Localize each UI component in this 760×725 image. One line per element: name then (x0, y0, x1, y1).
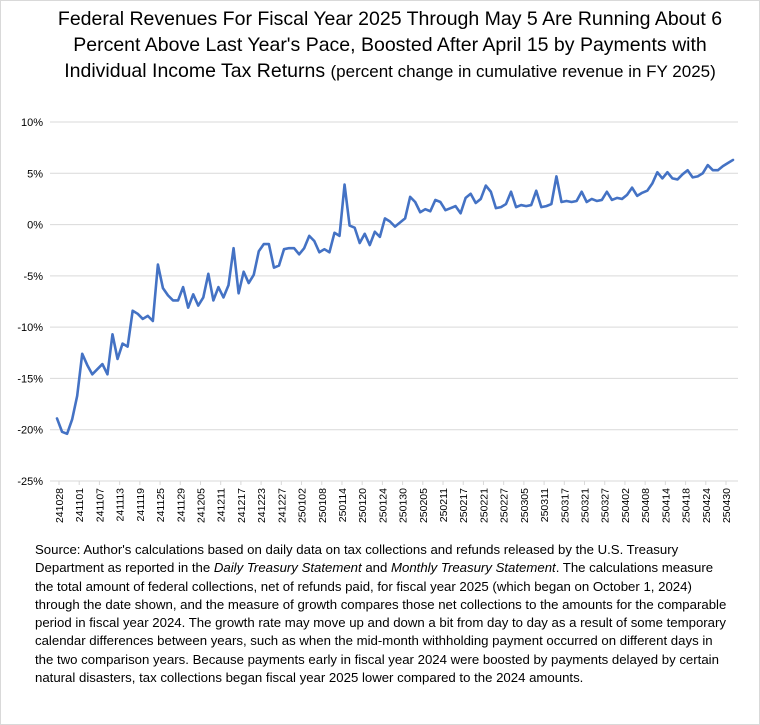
chart-title-sub: (percent change in cumulative revenue in… (330, 62, 716, 81)
y-tick-label: -25% (17, 476, 43, 488)
x-tick-label: 250205 (418, 488, 430, 523)
x-tick-label: 250311 (539, 488, 551, 522)
x-tick-label: 250418 (681, 488, 693, 523)
source-pub-daily-treasury: Daily Treasury Statement (213, 560, 362, 576)
source-and: and (361, 560, 392, 576)
x-tick-label: 250108 (317, 488, 329, 523)
y-tick-label: 0% (27, 220, 43, 232)
x-tick-label: 250124 (377, 488, 389, 523)
x-tick-label: 250408 (640, 488, 652, 523)
x-tick-label: 250221 (478, 488, 490, 523)
x-tick-label: 241119 (135, 488, 147, 522)
source-pub-monthly-treasury: Monthly Treasury Statement (391, 560, 556, 576)
x-tick-label: 250130 (398, 488, 410, 523)
x-tick-label: 241217 (236, 488, 248, 523)
y-tick-label: 5% (27, 168, 43, 180)
x-tick-label: 241227 (276, 488, 288, 523)
y-tick-label: -5% (23, 271, 43, 283)
x-tick-label: 250102 (297, 488, 309, 523)
x-tick-label: 241211 (216, 488, 228, 522)
gridlines (50, 121, 738, 431)
x-tick-label: 241107 (94, 488, 106, 522)
series-layer (55, 158, 735, 436)
source-rest: . The calculations measure the total amo… (35, 560, 727, 686)
x-tick-label: 241205 (195, 488, 207, 523)
x-tick-label: 250120 (357, 488, 369, 523)
source-note: Source: Author's calculations based on d… (35, 541, 727, 687)
y-axis-ticks: 10% 5% 0% -5% -10% -15% -20% -25% (17, 117, 43, 488)
y-tick-label: -20% (17, 425, 43, 437)
x-tick-label: 250424 (701, 488, 713, 523)
x-axis-ticks: 241028 241101 241107 241113 241119 241125 2411… (54, 481, 733, 523)
source-prefix: Source: Author's calculations based on d… (35, 542, 679, 576)
x-tick-label: 250211 (438, 488, 450, 522)
y-tick-label: -10% (17, 322, 43, 334)
x-tick-label: 241223 (256, 488, 268, 523)
x-tick-label: 241113 (115, 488, 127, 522)
chart-title: Federal Revenues For Fiscal Year 2025 Th… (40, 6, 740, 85)
x-tick-label: 250317 (559, 488, 571, 523)
x-tick-label: 241125 (155, 488, 167, 522)
x-tick-label: 250305 (519, 488, 531, 523)
line-chart: 10%5%0%-5%-10%-15%-20%-25% 241028 241101 2… (17, 117, 738, 523)
x-tick-label: 241101 (74, 488, 86, 522)
x-tick-label: 250114 (337, 488, 349, 522)
x-tick-label: 250414 (660, 488, 672, 523)
x-tick-label: 250217 (458, 488, 470, 523)
y-tick-label: -15% (17, 373, 43, 385)
x-tick-label: 250430 (721, 488, 733, 523)
x-tick-label: 250327 (600, 488, 612, 523)
x-tick-label: 250402 (620, 488, 632, 523)
x-tick-label: 241129 (175, 488, 187, 522)
series-line (55, 158, 735, 436)
x-tick-label: 250321 (580, 488, 592, 523)
x-tick-label: 241028 (54, 488, 66, 523)
chart-title-main: Federal Revenues For Fiscal Year 2025 Th… (57, 8, 723, 82)
y-tick-label: 10% (21, 117, 43, 129)
x-tick-label: 250227 (499, 488, 511, 523)
